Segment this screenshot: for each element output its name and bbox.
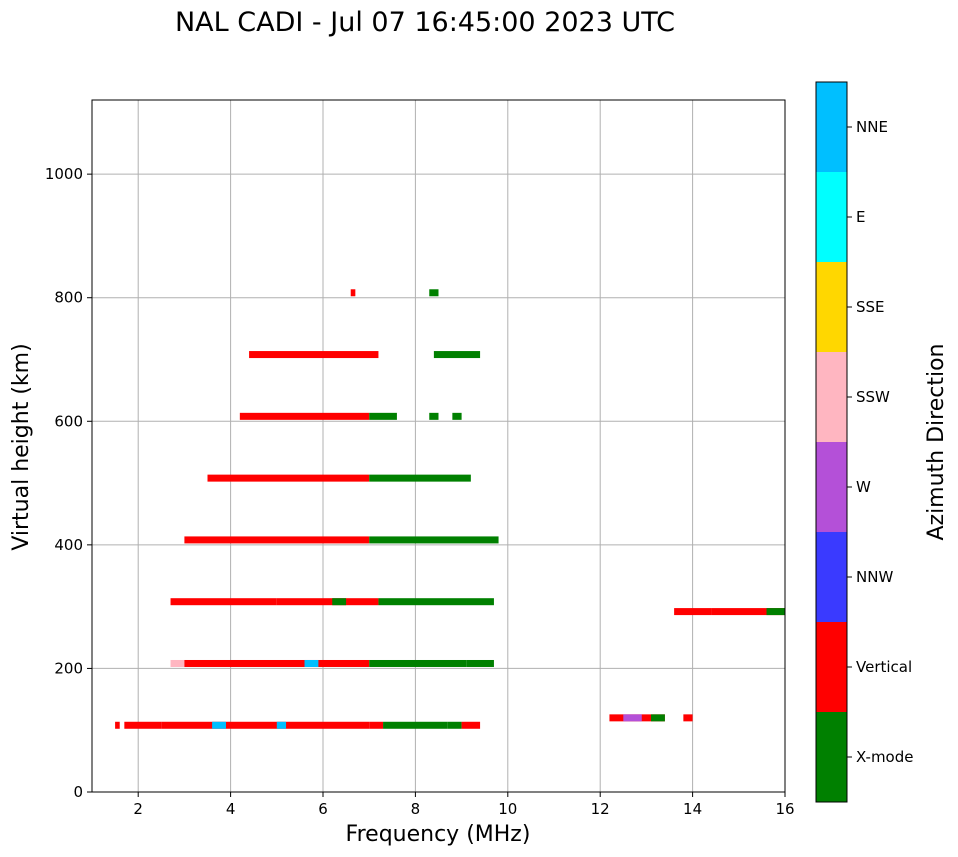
colorbar-label-nne: NNE — [856, 118, 888, 136]
echo-segment — [383, 721, 448, 729]
x-tick-label: 14 — [683, 800, 702, 818]
colorbar-label-ssw: SSW — [856, 388, 890, 406]
plot-background — [92, 100, 785, 792]
colorbar-swatch — [816, 622, 847, 712]
echo-segment — [369, 721, 384, 729]
echo-segment — [276, 721, 287, 729]
colorbar-label-w: W — [856, 478, 871, 496]
echo-segment — [184, 536, 370, 544]
echo-segment — [651, 714, 665, 722]
colorbar-label-e: E — [856, 208, 865, 226]
colorbar-label: Azimuth Direction — [924, 343, 949, 540]
echo-segment — [207, 474, 370, 482]
chart-title: NAL CADI - Jul 07 16:45:00 2023 UTC — [175, 7, 675, 38]
echo-segment — [249, 351, 379, 359]
echo-segment — [674, 608, 712, 616]
colorbar-label-vertical: Vertical — [856, 658, 912, 676]
colorbar-label-nnw: NNW — [856, 568, 893, 586]
colorbar-label-x-mode: X-mode — [856, 748, 913, 766]
echo-segment — [115, 721, 120, 729]
plot-area: 2 4 6 8 10 12 14 16 0 200 400 600 800 1000 — [45, 99, 795, 818]
echo-segment — [623, 714, 642, 722]
echo-segment — [350, 289, 356, 297]
echo-segment — [429, 412, 439, 420]
echo-segment — [369, 659, 467, 667]
colorbar-swatch — [816, 172, 847, 262]
x-axis-label: Frequency (MHz) — [346, 822, 531, 847]
echo-segment — [766, 608, 785, 616]
echo-segment — [683, 714, 693, 722]
y-tick-label: 200 — [54, 659, 83, 677]
colorbar-label-sse: SSE — [856, 298, 885, 316]
y-tick-label: 600 — [54, 412, 83, 430]
y-axis-label: Virtual height (km) — [9, 343, 34, 550]
colorbar-swatch — [816, 352, 847, 442]
x-tick-label: 12 — [591, 800, 610, 818]
echo-segment — [369, 474, 471, 482]
echo-segment — [452, 412, 462, 420]
echo-segment — [184, 659, 370, 667]
colorbar: X-mode Vertical NNW W SSW SSE E NNE — [815, 81, 913, 803]
echo-segment — [447, 721, 462, 729]
echo-segment — [239, 412, 370, 420]
y-tick-label: 800 — [54, 289, 83, 307]
y-tick-label: 400 — [54, 536, 83, 554]
x-tick-label: 2 — [133, 800, 143, 818]
echo-segment — [378, 598, 494, 606]
echo-segment — [429, 289, 439, 297]
echo-segment — [466, 659, 494, 667]
echo-segment — [369, 536, 499, 544]
colorbar-swatch — [816, 82, 847, 172]
echo-segment — [332, 598, 347, 606]
y-tick-label: 1000 — [45, 165, 83, 183]
echo-segment — [161, 721, 370, 729]
plot-frame — [91, 99, 786, 793]
y-tick-label: 0 — [73, 783, 83, 801]
echo-segment — [711, 608, 785, 616]
colorbar-swatch — [816, 262, 847, 352]
x-tick-label: 8 — [411, 800, 421, 818]
echo-segment — [369, 412, 397, 420]
echo-segment — [276, 598, 379, 606]
echo-segment — [212, 721, 226, 729]
x-tick-label: 10 — [498, 800, 517, 818]
x-tick-label: 4 — [226, 800, 236, 818]
colorbar-swatch — [816, 712, 847, 802]
x-tick-label: 16 — [775, 800, 794, 818]
echo-segment — [170, 598, 277, 606]
colorbar-swatch — [816, 442, 847, 532]
echo-segment — [461, 721, 481, 729]
colorbar-frame — [815, 81, 848, 803]
echo-segment — [170, 659, 185, 667]
echo-segment — [304, 659, 319, 667]
echo-segment — [433, 351, 481, 359]
colorbar-swatch — [816, 532, 847, 622]
echo-segment — [124, 721, 162, 729]
x-tick-label: 6 — [318, 800, 328, 818]
